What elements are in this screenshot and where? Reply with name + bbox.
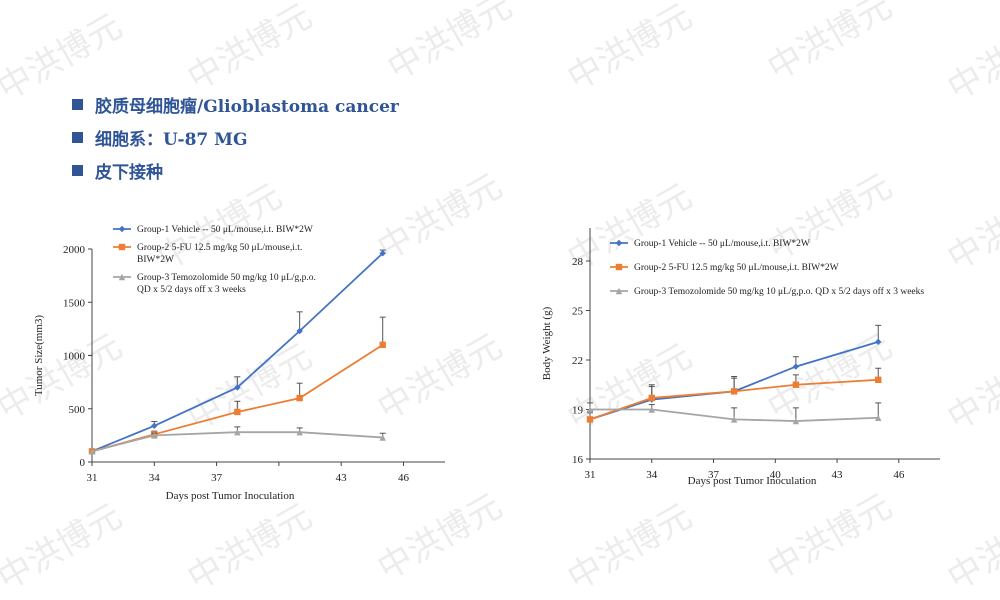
data-point bbox=[151, 422, 158, 429]
data-point bbox=[792, 417, 800, 425]
y-axis-label: Tumor Size(mm3) bbox=[33, 315, 45, 397]
y-tick-label: 0 bbox=[80, 457, 86, 469]
data-point bbox=[234, 384, 241, 391]
data-point bbox=[151, 432, 158, 439]
data-point bbox=[875, 338, 882, 346]
data-point bbox=[234, 408, 241, 416]
data-point bbox=[730, 416, 738, 423]
legend-label: Group-2 5-FU 12.5 mg/kg 50 μL/mouse,i.t. bbox=[137, 243, 302, 253]
data-point bbox=[730, 388, 738, 395]
data-point bbox=[118, 273, 126, 281]
data-point bbox=[296, 428, 303, 436]
data-point bbox=[118, 243, 126, 251]
x-tick-label: 46 bbox=[893, 469, 905, 481]
data-point bbox=[615, 239, 623, 247]
bullet-label: 胶质母细胞瘤/Glioblastoma cancer bbox=[95, 97, 399, 117]
bullet-list: 胶质母细胞瘤/Glioblastoma cancer 细胞系：U-87 MG 皮… bbox=[72, 88, 399, 187]
data-point bbox=[586, 406, 594, 413]
y-tick-label: 16 bbox=[572, 454, 584, 466]
x-tick-label: 31 bbox=[87, 472, 98, 484]
x-axis-label: Days post Tumor Inoculation bbox=[166, 490, 295, 502]
data-point bbox=[234, 428, 241, 436]
bullet-item-cell-line: 细胞系：U-87 MG bbox=[72, 121, 399, 154]
x-tick-label: 46 bbox=[398, 472, 410, 484]
legend-label: BIW*2W bbox=[137, 255, 174, 265]
y-tick-label: 1000 bbox=[63, 351, 86, 363]
y-axis-label: Body Weight (g) bbox=[541, 306, 553, 380]
y-tick-label: 500 bbox=[69, 404, 86, 416]
data-point bbox=[296, 394, 303, 402]
bullet-label: 皮下接种 bbox=[95, 163, 163, 183]
data-point bbox=[615, 287, 623, 295]
x-tick-label: 37 bbox=[211, 472, 223, 484]
data-point bbox=[648, 394, 655, 402]
legend-label: Group-3 Temozolomide 50 mg/kg 10 μL/g,p.… bbox=[634, 286, 924, 297]
x-tick-label: 40 bbox=[770, 469, 782, 481]
y-tick-label: 25 bbox=[572, 306, 584, 318]
data-point bbox=[792, 381, 800, 388]
bullet-item-cancer-type: 胶质母细胞瘤/Glioblastoma cancer bbox=[72, 88, 399, 121]
legend-label: Group-1 Vehicle -- 50 μL/mouse,i.t. BIW*… bbox=[137, 225, 313, 235]
y-tick-label: 2000 bbox=[63, 244, 86, 256]
data-point bbox=[615, 263, 623, 271]
legend-label: Group-1 Vehicle -- 50 μL/mouse,i.t. BIW*… bbox=[634, 239, 810, 249]
y-tick-label: 28 bbox=[572, 256, 584, 268]
body-weight-chart: 16 19 22 25 28 31 34 37 40 43 46 Days post Tumor In… bbox=[541, 228, 940, 487]
x-tick-label: 34 bbox=[646, 469, 658, 481]
data-point bbox=[875, 414, 882, 421]
square-bullet-icon bbox=[72, 165, 83, 176]
legend-label: QD x 5/2 days off x 3 weeks bbox=[137, 284, 246, 295]
x-axis-label: Days post Tumor Inoculation bbox=[688, 475, 817, 487]
data-point bbox=[379, 341, 386, 349]
y-tick-label: 22 bbox=[572, 355, 583, 367]
legend-label: Group-3 Temozolomide 50 mg/kg 10 μL/g,p.… bbox=[137, 273, 316, 283]
bullet-label: 细胞系：U-87 MG bbox=[95, 130, 248, 150]
data-point bbox=[379, 434, 386, 441]
y-tick-label: 19 bbox=[572, 405, 584, 417]
y-tick-label: 1500 bbox=[63, 297, 86, 309]
data-point bbox=[118, 225, 126, 233]
square-bullet-icon bbox=[72, 99, 83, 110]
square-bullet-icon bbox=[72, 132, 83, 143]
x-tick-label: 31 bbox=[585, 469, 596, 481]
data-point bbox=[379, 250, 386, 257]
data-point bbox=[792, 363, 800, 370]
legend-label: Group-2 5-FU 12.5 mg/kg 50 μL/mouse,i.t.… bbox=[634, 263, 839, 273]
data-point bbox=[88, 448, 96, 455]
data-point bbox=[648, 406, 655, 413]
data-point bbox=[296, 327, 303, 335]
x-tick-label: 43 bbox=[832, 469, 844, 481]
x-tick-label: 43 bbox=[336, 472, 348, 484]
bullet-item-inoculation: 皮下接种 bbox=[72, 154, 399, 187]
x-tick-label: 37 bbox=[708, 469, 720, 481]
x-tick-label: 34 bbox=[149, 472, 161, 484]
data-point bbox=[875, 376, 882, 383]
data-point bbox=[586, 416, 594, 423]
tumor-size-chart: 0 500 1000 1500 2000 31 34 37 43 46 Days post Tumo… bbox=[33, 225, 445, 502]
